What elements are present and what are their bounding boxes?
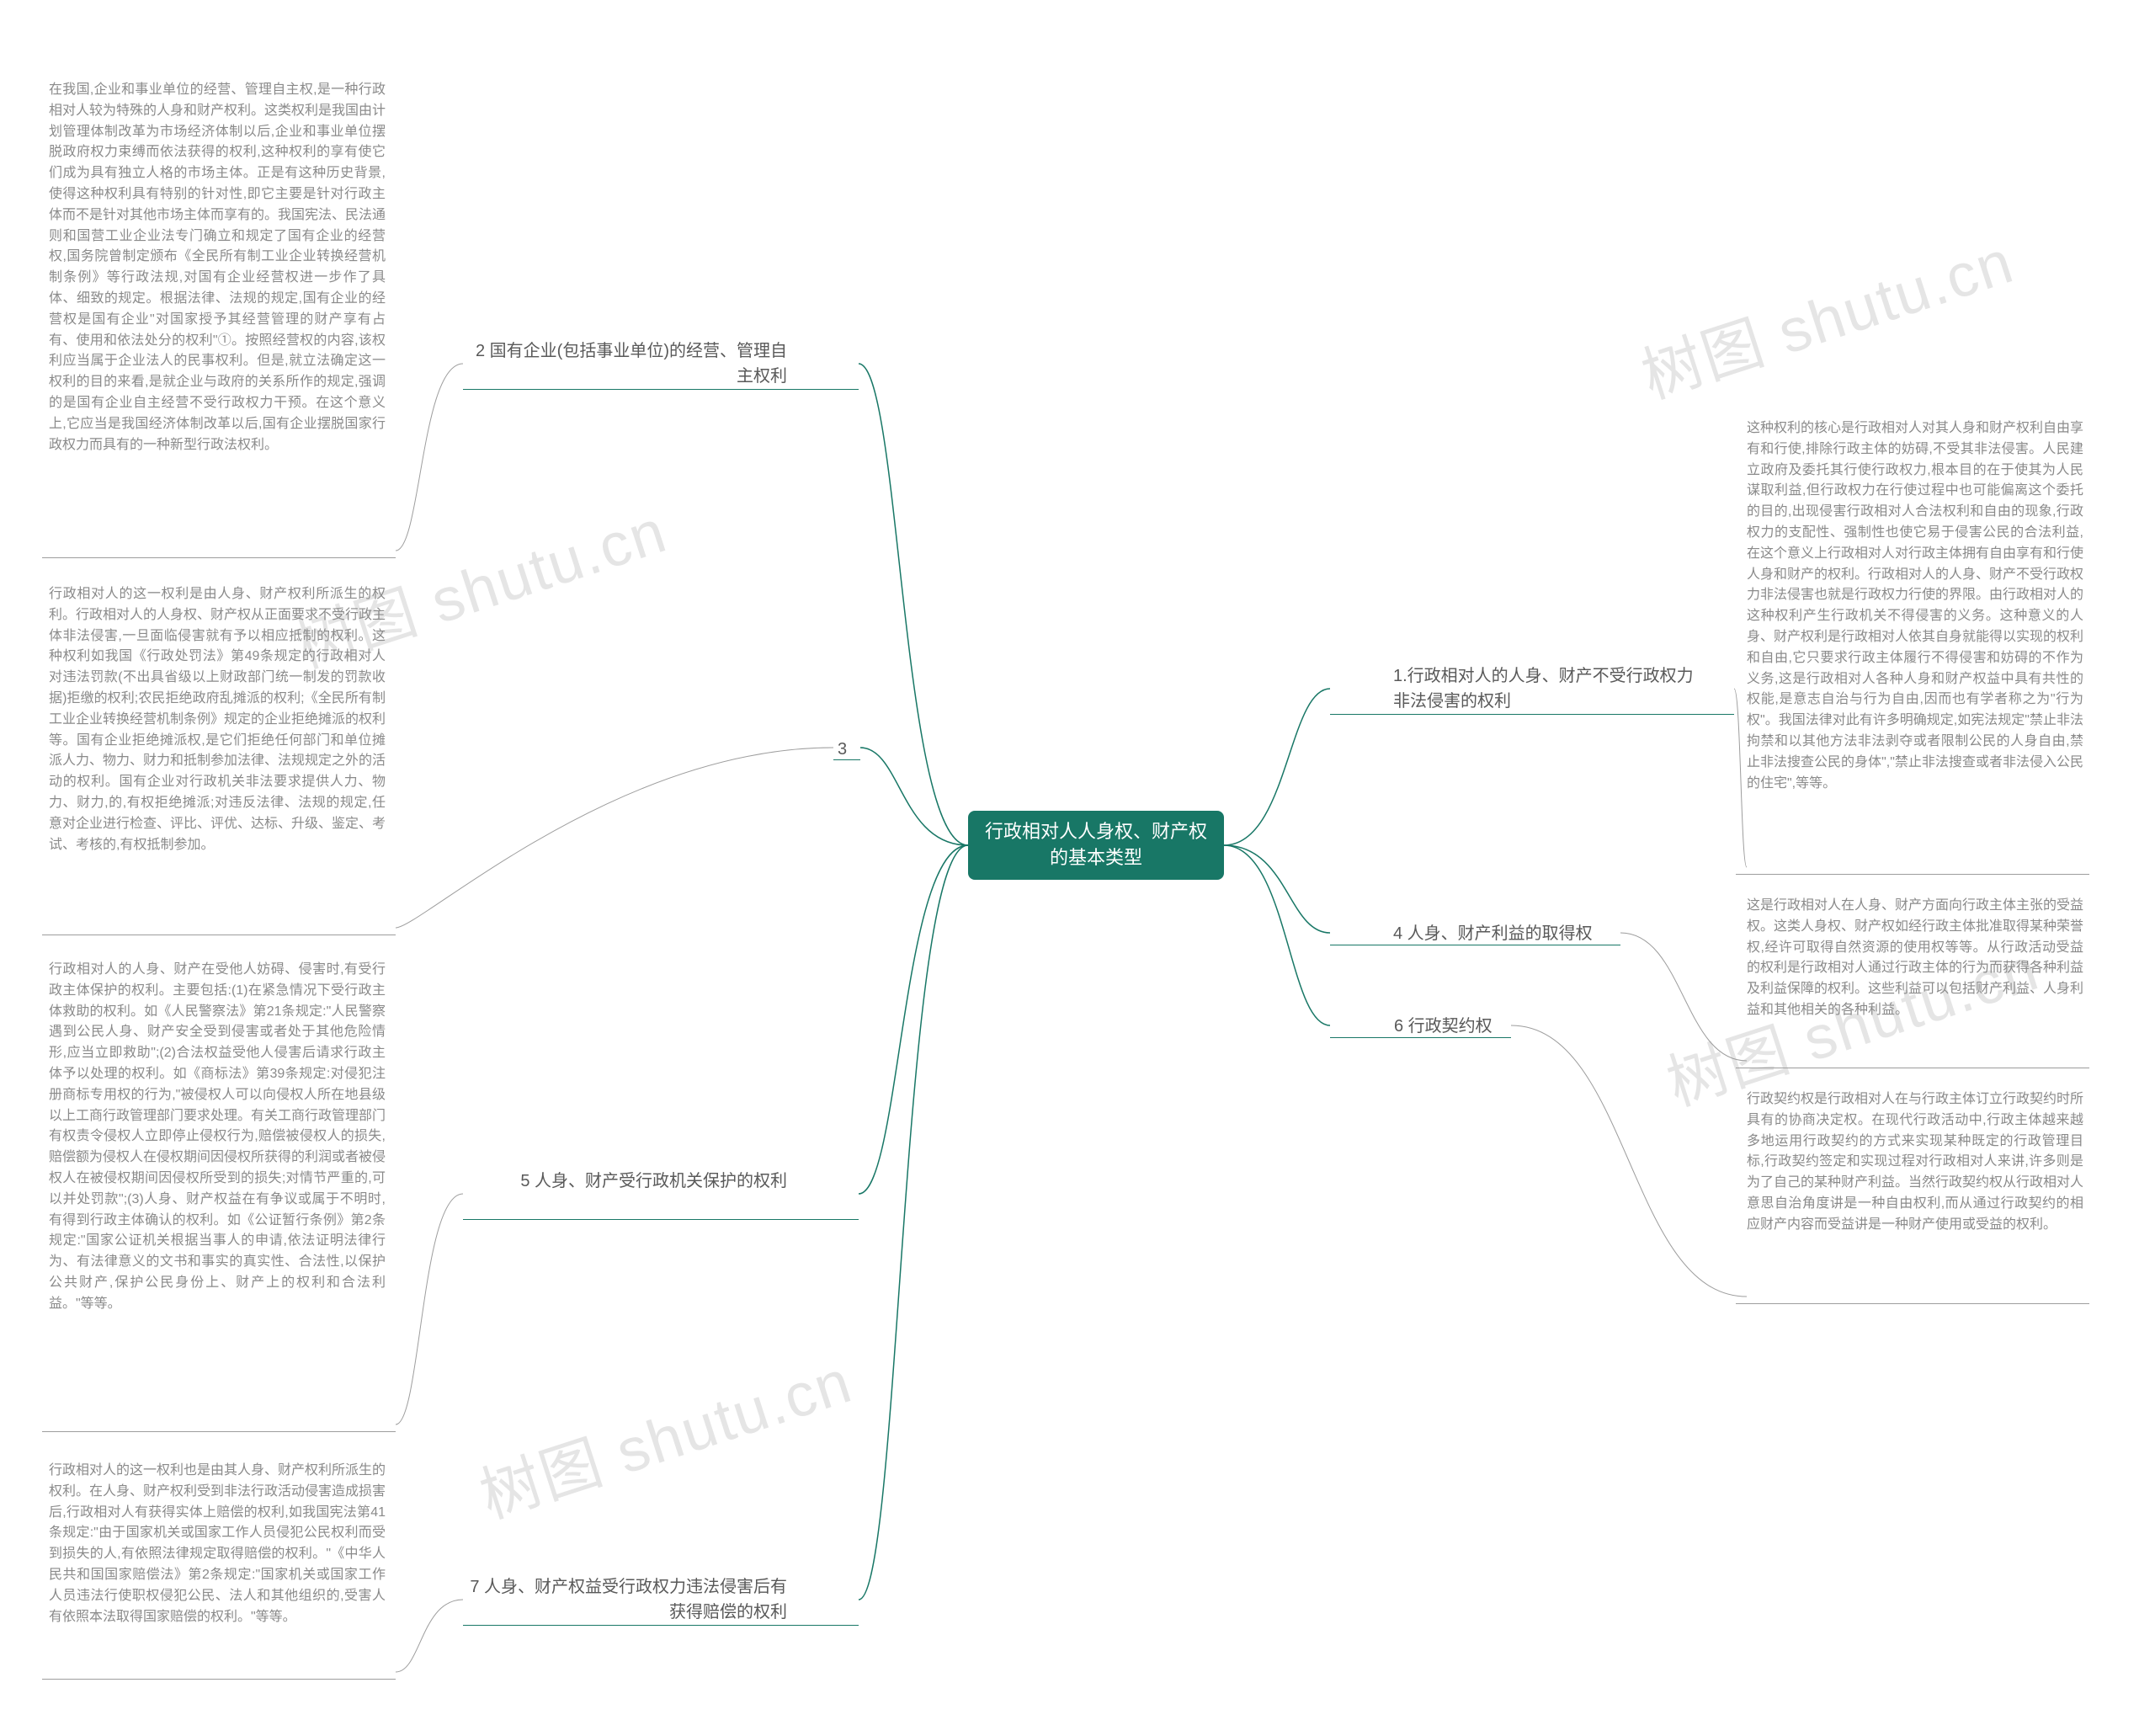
- branch-r1-underline: [1330, 714, 1734, 715]
- branch-r1-desc: 这种权利的核心是行政相对人对其人身和财产权利自由享有和行使,排除行政主体的妨碍,…: [1747, 418, 2083, 794]
- branch-l2-desc-underline: [42, 557, 396, 558]
- branch-r1-label: 1.行政相对人的人身、财产不受行政权力非法侵害的权利: [1393, 663, 1705, 714]
- branch-l7-label: 7 人身、财产权益受行政权力违法侵害后有获得赔偿的权利: [467, 1574, 787, 1625]
- branch-l5-desc-underline: [42, 1431, 396, 1432]
- branch-r6-desc-underline: [1736, 1303, 2089, 1304]
- branch-l5-label: 5 人身、财产受行政机关保护的权利: [467, 1169, 787, 1194]
- branch-l5-desc: 行政相对人的人身、财产在受他人妨碍、侵害时,有受行政主体保护的权利。主要包括:(…: [49, 960, 386, 1315]
- branch-r4-desc: 这是行政相对人在人身、财产方面向行政主体主张的受益权。这类人身权、财产权如经行政…: [1747, 896, 2083, 1021]
- branch-l2-desc: 在我国,企业和事业单位的经营、管理自主权,是一种行政相对人较为特殊的人身和财产权…: [49, 80, 386, 455]
- branch-l7-desc: 行政相对人的这一权利也是由其人身、财产权利所派生的权利。在人身、财产权利受到非法…: [49, 1461, 386, 1627]
- branch-l2-underline: [463, 389, 859, 390]
- branch-r6-label: 6 行政契约权: [1394, 1014, 1493, 1039]
- branch-r4-label: 4 人身、财产利益的取得权: [1393, 921, 1593, 946]
- watermark: 树图 shutu.cn: [467, 1332, 861, 1535]
- branch-l3-label: 3: [838, 737, 847, 762]
- branch-l2-label: 2 国有企业(包括事业单位)的经营、管理自主权利: [467, 338, 787, 389]
- branch-l7-underline: [463, 1625, 859, 1626]
- branch-l7-desc-underline: [42, 1679, 396, 1680]
- branch-r1-desc-underline: [1736, 874, 2089, 875]
- branch-r6-desc: 行政契约权是行政相对人在与行政主体订立行政契约时所具有的协商决定权。在现代行政活…: [1747, 1089, 2083, 1236]
- watermark: 树图 shutu.cn: [1629, 212, 2023, 415]
- mindmap-center: 行政相对人人身权、财产权的基本类型: [968, 811, 1224, 880]
- branch-l5-underline: [463, 1219, 859, 1220]
- branch-l3-desc: 行政相对人的这一权利是由人身、财产权利所派生的权利。行政相对人的人身权、财产权从…: [49, 584, 386, 855]
